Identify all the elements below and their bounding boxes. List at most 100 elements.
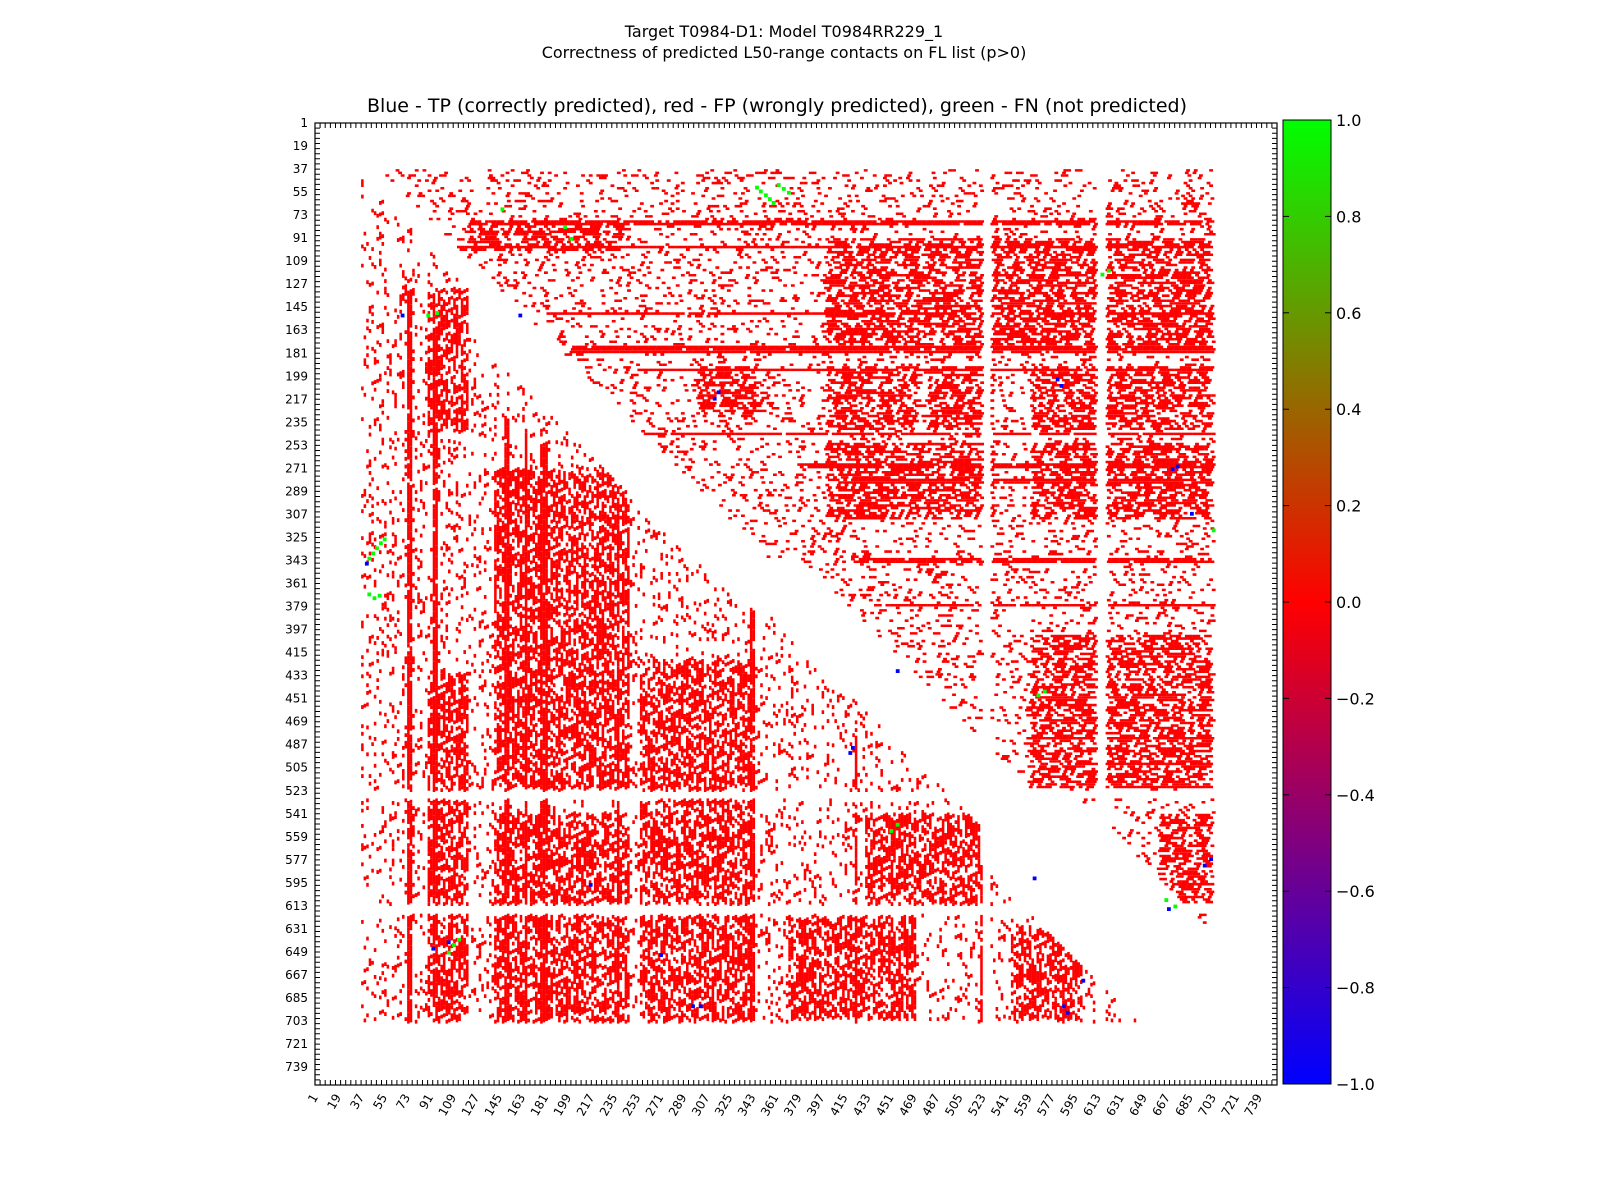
x-tick-label: 91: [416, 1092, 436, 1112]
y-tick-label: 379: [285, 600, 308, 614]
colorbar: 1.0 0.8 0.6 0.4 0.2 0.0 −0.2 −0.4 −0.6 −0.8 −1.0: [1282, 111, 1375, 1094]
colorbar-tick-label: −0.8: [1336, 979, 1375, 998]
tp-point: [431, 946, 436, 951]
figure-title-line2: Correctness of predicted L50-range conta…: [542, 43, 1027, 62]
fn-point: [382, 537, 387, 542]
x-tick-label: 541: [988, 1092, 1012, 1119]
y-tick-label: 613: [285, 899, 308, 913]
colorbar-tick-label: −0.6: [1336, 882, 1375, 901]
fn-point: [371, 551, 376, 556]
y-tick-label: 307: [285, 507, 308, 521]
tp-point: [1170, 467, 1175, 471]
fn-point: [375, 546, 379, 551]
x-tick-label: 127: [459, 1092, 483, 1119]
x-tick-label: 343: [735, 1092, 759, 1119]
y-tick-label: 739: [285, 1060, 308, 1074]
tp-point: [1062, 1004, 1066, 1009]
y-tick-label: 667: [285, 968, 308, 982]
y-tick-label: 235: [285, 415, 308, 429]
y-axis-ticks: 1 19 37 55 73 91 109 127 145 163 181 199 217 235 253 27…: [285, 116, 308, 1074]
x-tick-label: 505: [942, 1092, 966, 1119]
x-tick-label: 559: [1011, 1092, 1035, 1119]
fn-point: [372, 596, 377, 601]
x-tick-label: 649: [1126, 1092, 1150, 1119]
fn-point: [1173, 904, 1178, 909]
colorbar-tick-label: 0.0: [1336, 593, 1361, 612]
tp-point: [518, 313, 523, 318]
tp-point: [712, 396, 717, 401]
tp-point: [1175, 464, 1180, 469]
fn-point: [1164, 898, 1169, 902]
x-tick-label: 595: [1057, 1092, 1081, 1119]
x-axis-ticks: 1 19 37 55 73 91 109 127 145 163 181 199 217 235 253 27…: [305, 1092, 1265, 1119]
fn-point: [457, 937, 461, 942]
x-tick-label: 685: [1172, 1092, 1196, 1119]
x-tick-label: 433: [850, 1092, 874, 1119]
x-tick-label: 397: [804, 1092, 828, 1119]
tp-point: [1032, 876, 1037, 881]
figure-title-line1: Target T0984-D1: Model T0984RR229_1: [624, 22, 943, 42]
fn-point: [435, 311, 440, 315]
tp-point: [1059, 384, 1064, 388]
x-tick-label: 73: [393, 1092, 413, 1112]
x-tick-label: 109: [436, 1092, 460, 1119]
tp-point: [895, 669, 900, 673]
fn-point: [1036, 693, 1041, 698]
fn-point: [367, 592, 372, 597]
colorbar-tick-label: −1.0: [1336, 1075, 1375, 1094]
x-tick-label: 145: [482, 1092, 506, 1119]
y-tick-label: 361: [285, 577, 308, 591]
y-tick-label: 649: [285, 945, 308, 959]
contact-map-plot: 1193755739110912714516318119921723525327…: [285, 116, 1278, 1119]
x-tick-label: 631: [1103, 1092, 1127, 1119]
y-tick-label: 55: [293, 185, 308, 199]
y-tick-label: 271: [285, 461, 308, 475]
colorbar-tick-label: 0.2: [1336, 497, 1361, 516]
tp-point: [588, 882, 593, 887]
fn-point: [787, 190, 791, 195]
tp-point: [851, 746, 855, 750]
fn-point: [781, 187, 786, 191]
colorbar-tick-label: 1.0: [1336, 111, 1361, 130]
y-tick-label: 469: [285, 715, 308, 729]
y-tick-label: 289: [285, 484, 308, 498]
fn-point: [379, 541, 383, 546]
x-tick-label: 307: [689, 1092, 713, 1119]
x-tick-label: 289: [666, 1092, 690, 1119]
y-tick-label: 451: [285, 692, 308, 706]
x-tick-label: 253: [620, 1092, 644, 1119]
y-tick-label: 559: [285, 830, 308, 844]
y-tick-label: 217: [285, 392, 308, 406]
colorbar-gradient: [1282, 119, 1332, 1085]
tp-point: [1065, 1010, 1070, 1015]
fn-point: [771, 201, 776, 205]
y-tick-label: 631: [285, 922, 308, 936]
fn-point: [1106, 268, 1111, 273]
y-tick-label: 91: [293, 231, 308, 245]
x-tick-label: 163: [505, 1092, 529, 1119]
y-tick-label: 685: [285, 991, 308, 1005]
tp-point: [1167, 907, 1171, 911]
tp-point: [364, 561, 369, 566]
x-tick-label: 361: [758, 1092, 782, 1119]
y-tick-label: 109: [285, 254, 308, 268]
x-tick-label: 739: [1242, 1092, 1266, 1119]
y-tick-label: 721: [285, 1037, 308, 1051]
tp-point: [1202, 863, 1207, 868]
x-tick-label: 415: [827, 1092, 851, 1119]
y-tick-label: 253: [285, 438, 308, 452]
y-tick-label: 343: [285, 554, 308, 568]
contact-cells: [361, 169, 1216, 1024]
y-tick-label: 199: [285, 369, 308, 383]
x-tick-label: 703: [1196, 1092, 1220, 1119]
y-tick-label: 325: [285, 530, 308, 544]
fn-point: [1042, 689, 1047, 694]
fn-point: [1211, 528, 1216, 533]
x-tick-label: 217: [574, 1092, 598, 1119]
tp-point: [1209, 857, 1213, 862]
x-tick-label: 199: [551, 1092, 575, 1119]
fn-point: [764, 193, 768, 198]
y-tick-label: 487: [285, 738, 308, 752]
x-tick-label: 271: [643, 1092, 667, 1119]
y-tick-label: 145: [285, 300, 308, 314]
